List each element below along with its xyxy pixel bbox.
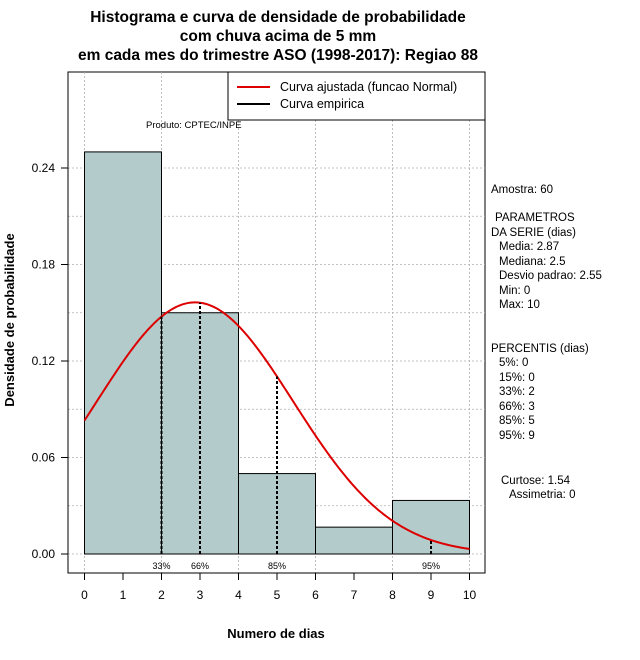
y-tick-label: 0.24 (32, 161, 56, 175)
pct-5: 5%: 0 (499, 357, 528, 369)
histogram-bar (315, 526, 393, 555)
fitted-curve-path (83, 301, 470, 550)
axes: 0 1 2 3 4 5 6 7 8 9 10 0.00 0.06 0.12 0.18 0.24 (32, 161, 477, 602)
stat-sd: Desvio padrao: 2.55 (499, 270, 602, 282)
pct-95: 95%: 9 (499, 430, 535, 442)
percentile-label: 66% (191, 561, 209, 571)
legend-empirical-label: Curva empirica (280, 97, 364, 111)
chart-title-line-1: Histograma e curva de densidade de proba… (90, 9, 466, 26)
pct-66: 66%: 3 (499, 401, 535, 413)
percentile-lines: 33% 66% 85% 95% (152, 302, 440, 571)
x-tick-label: 2 (158, 588, 165, 602)
x-tick-label: 10 (463, 588, 477, 602)
pct-15: 15%: 0 (499, 372, 535, 384)
x-tick-label: 1 (120, 588, 127, 602)
pct-85: 85%: 5 (499, 415, 535, 427)
x-tick-label: 4 (235, 588, 242, 602)
legend: Curva ajustada (funcao Normal) Curva emp… (227, 71, 486, 121)
stat-median: Mediana: 2.5 (499, 256, 566, 268)
chart-title-line-2: com chuva acima de 5 mm (180, 28, 376, 45)
sample-size: Amostra: 60 (491, 184, 553, 196)
params-title-1: PARAMETROS (495, 212, 575, 224)
stats-panel: Amostra: 60 PARAMETROS DA SERIE (dias) M… (491, 184, 602, 501)
fitted-normal-curve (83, 301, 470, 550)
percentile-label: 95% (422, 561, 440, 571)
y-tick-label: 0.06 (32, 451, 56, 465)
stat-mean: Media: 2.87 (499, 241, 559, 253)
x-tick-label: 6 (312, 588, 319, 602)
percentile-label: 33% (152, 561, 170, 571)
x-tick-label: 5 (274, 588, 281, 602)
stat-skewness: Assimetria: 0 (509, 489, 575, 501)
x-tick-label: 8 (389, 588, 396, 602)
product-credit: Produto: CPTEC/INPE (146, 120, 242, 131)
x-axis-title: Numero de dias (227, 626, 325, 641)
params-title-2: DA SERIE (dias) (491, 227, 576, 239)
chart-title-line-3: em cada mes do trimestre ASO (1998-2017)… (78, 47, 478, 64)
x-tick-label: 3 (197, 588, 204, 602)
percentiles-title: PERCENTIS (dias) (491, 343, 589, 355)
x-tick-label: 9 (428, 588, 435, 602)
stat-kurtosis: Curtose: 1.54 (501, 475, 571, 487)
stat-max: Max: 10 (499, 299, 540, 311)
histogram-bar (392, 499, 470, 555)
legend-fitted-label: Curva ajustada (funcao Normal) (280, 80, 457, 94)
legend-box (227, 71, 486, 121)
y-tick-label: 0.12 (32, 354, 56, 368)
histogram-bar (84, 151, 162, 555)
x-tick-label: 7 (351, 588, 358, 602)
x-tick-label: 0 (81, 588, 88, 602)
pct-33: 33%: 2 (499, 386, 535, 398)
y-tick-label: 0.00 (32, 547, 56, 561)
y-tick-label: 0.18 (32, 258, 56, 272)
histogram-bars (84, 151, 470, 555)
y-axis-title: Densidade de probabilidade (2, 233, 17, 406)
percentile-label: 85% (268, 561, 286, 571)
stat-min: Min: 0 (499, 285, 530, 297)
